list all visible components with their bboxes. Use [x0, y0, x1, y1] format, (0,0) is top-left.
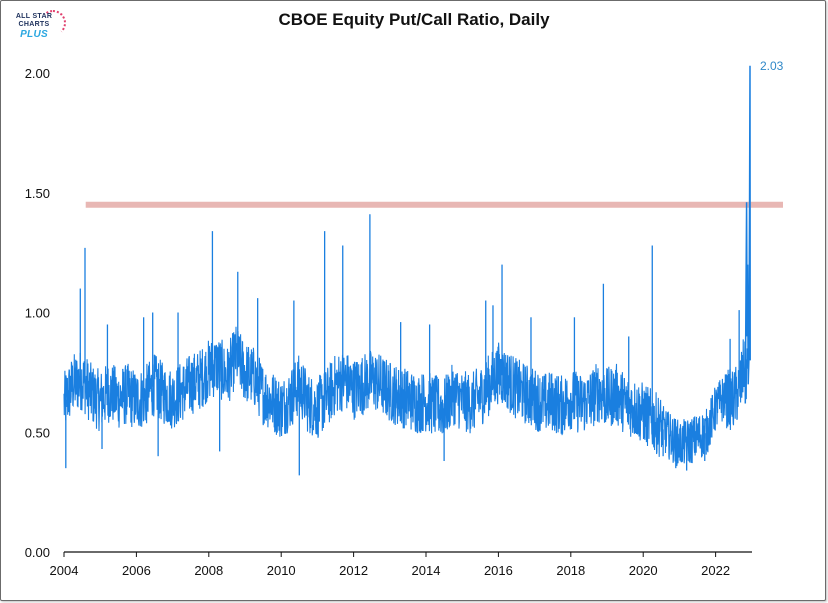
x-tick-label: 2022 [701, 563, 730, 578]
chart-title: CBOE Equity Put/Call Ratio, Daily [278, 10, 550, 29]
logo-line-1: ALL STAR [15, 13, 53, 20]
series-line-put-call-ratio [63, 326, 749, 467]
series-final-surge [744, 65, 751, 404]
x-tick-label: 2016 [484, 563, 513, 578]
x-tick-label: 2014 [412, 563, 441, 578]
x-tick-label: 2010 [267, 563, 296, 578]
y-tick-label: 2.00 [25, 66, 50, 81]
x-tick-label: 2020 [629, 563, 658, 578]
y-tick-label: 1.50 [25, 186, 50, 201]
x-tick-label: 2008 [194, 563, 223, 578]
x-tick-label: 2004 [50, 563, 79, 578]
x-tick-label: 2012 [339, 563, 368, 578]
logo-line-2: CHARTS [18, 21, 50, 28]
x-tick-label: 2006 [122, 563, 151, 578]
y-tick-label: 0.50 [25, 425, 50, 440]
x-tick-label: 2018 [556, 563, 585, 578]
logo-line-3: PLUS [20, 29, 48, 40]
y-tick-label: 1.00 [25, 306, 50, 321]
logo-dotted-arc [40, 10, 66, 36]
y-tick-label: 0.00 [25, 545, 50, 560]
allstarcharts-logo: ALL STAR CHARTS PLUS [6, 10, 66, 44]
annotation-last-value: 2.03 [760, 59, 784, 73]
